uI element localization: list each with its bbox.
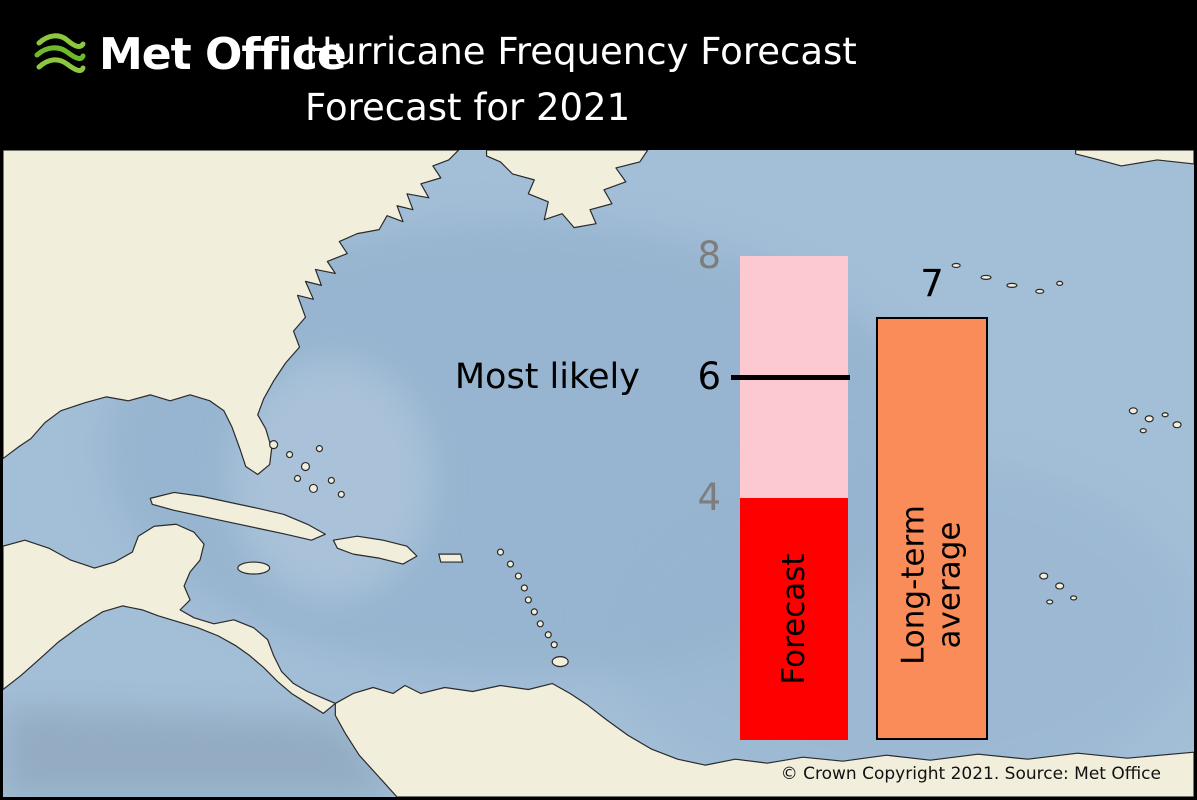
greenland	[485, 150, 649, 229]
north-america	[3, 150, 460, 476]
cuba	[149, 491, 326, 541]
met-office-logo-text: Met Office	[99, 28, 347, 80]
map-area	[3, 150, 1194, 797]
header-titles: Hurricane Frequency Forecast Forecast fo…	[305, 33, 857, 126]
northeast-atlantic-coast	[1074, 150, 1194, 167]
canary-islands	[1128, 407, 1182, 434]
met-office-logo: Met Office	[33, 27, 347, 81]
ocean-shading	[600, 458, 1194, 797]
central-america	[3, 523, 336, 714]
header: Met Office Hurricane Frequency Forecast …	[3, 3, 1194, 150]
puerto-rico	[438, 553, 464, 563]
azores	[951, 262, 1064, 294]
bahamas	[269, 440, 345, 498]
south-america	[334, 682, 1194, 797]
jamaica	[237, 561, 271, 575]
hispaniola	[332, 535, 418, 565]
atlantic-map	[3, 150, 1194, 797]
page-subtitle: Forecast for 2021	[305, 86, 631, 129]
landmasses	[3, 150, 1194, 797]
cape-verde	[1039, 572, 1078, 605]
page-title: Hurricane Frequency Forecast	[305, 30, 857, 73]
pacific-ocean	[3, 707, 401, 797]
lesser-antilles	[496, 548, 569, 668]
met-office-logo-icon	[34, 33, 86, 73]
